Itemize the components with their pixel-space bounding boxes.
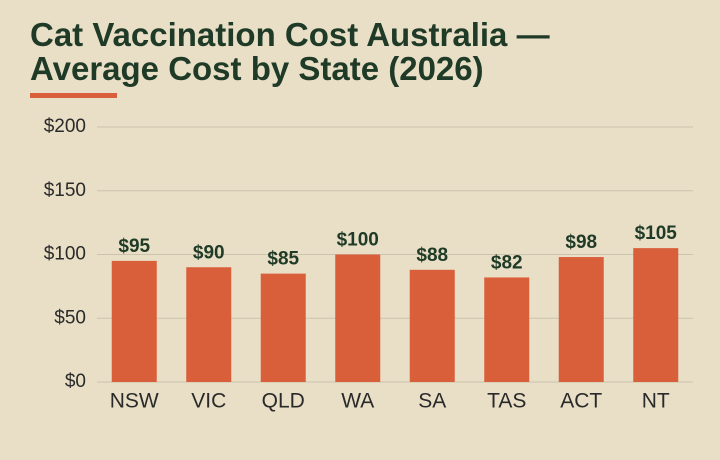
y-tick-label: $100 (44, 244, 86, 265)
y-tick-label: $200 (44, 116, 86, 137)
x-tick-label: ACT (560, 390, 602, 413)
bar (111, 260, 157, 382)
y-tick-label: $150 (44, 180, 86, 201)
x-tick-label: WA (341, 390, 374, 413)
value-label: $85 (267, 249, 299, 270)
y-tick-label: $50 (54, 307, 86, 328)
chart-title: Cat Vaccination Cost Australia — Average… (30, 16, 550, 87)
title-accent (30, 93, 117, 98)
value-label: $98 (565, 232, 597, 253)
x-tick-label: VIC (191, 390, 226, 413)
bar (335, 254, 381, 382)
x-tick-label: NT (642, 390, 670, 413)
x-tick-label: SA (418, 390, 446, 413)
value-label: $88 (416, 245, 448, 266)
bar (484, 277, 530, 382)
x-tick-label: QLD (262, 390, 305, 413)
bar (409, 269, 455, 382)
bar (186, 267, 232, 382)
value-label: $90 (193, 242, 225, 263)
value-label: $100 (337, 230, 379, 251)
value-label: $105 (635, 223, 678, 244)
bar (558, 257, 604, 382)
value-label: $95 (118, 236, 150, 257)
bar (260, 273, 306, 382)
y-tick-label: $0 (65, 371, 86, 392)
x-tick-label: TAS (487, 390, 526, 413)
x-tick-label: NSW (110, 390, 159, 413)
bar (633, 248, 679, 382)
value-label: $82 (491, 252, 523, 273)
